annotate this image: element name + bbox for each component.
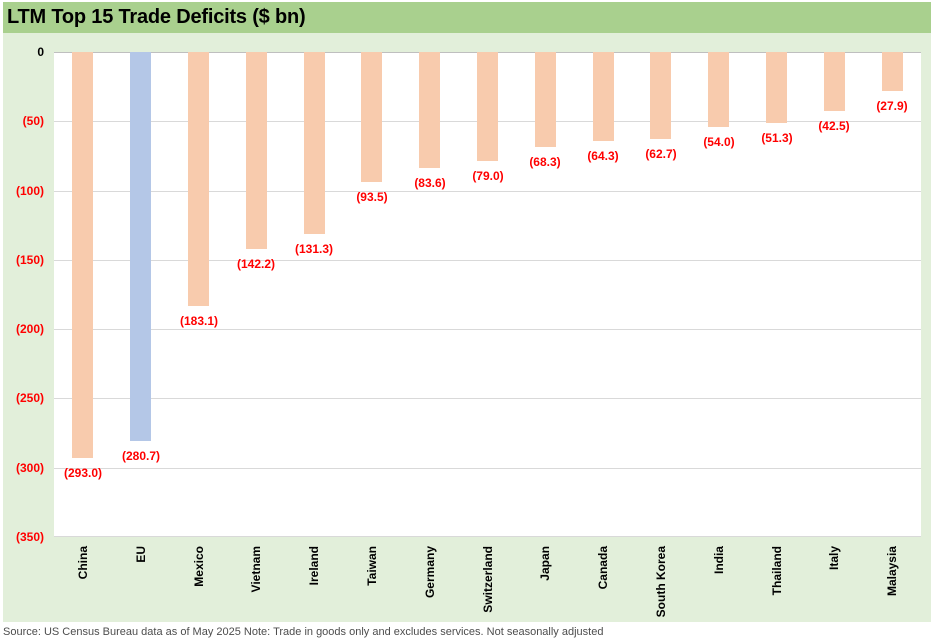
bar-value-label: (93.5) — [356, 190, 388, 204]
gridline — [54, 260, 921, 261]
category-label-malaysia: Malaysia — [885, 546, 899, 597]
bar-mexico — [188, 52, 209, 306]
y-tick-label: (250) — [15, 391, 44, 405]
category-label-taiwan: Taiwan — [365, 546, 379, 586]
category-label-ireland: Ireland — [307, 546, 321, 586]
category-label-vietnam: Vietnam — [249, 546, 263, 593]
category-label-china: China — [76, 546, 90, 580]
bar-canada — [593, 52, 614, 141]
gridline — [54, 191, 921, 192]
gridline — [54, 329, 921, 330]
bar-value-label: (51.3) — [761, 131, 793, 145]
bar-value-label: (68.3) — [529, 155, 561, 169]
bar-india — [708, 52, 729, 127]
category-label-mexico: Mexico — [192, 546, 206, 587]
bar-value-label: (183.1) — [179, 314, 219, 328]
bar-value-label: (280.7) — [121, 449, 161, 463]
y-tick-label: (300) — [15, 461, 44, 475]
source-note-text: Source: US Census Bureau data as of May … — [3, 625, 604, 638]
bar-thailand — [766, 52, 787, 123]
bar-value-label: (142.2) — [236, 257, 276, 271]
bar-switzerland — [477, 52, 498, 161]
y-tick-label: (100) — [15, 184, 44, 198]
category-label-eu: EU — [134, 546, 148, 563]
bar-value-label: (62.7) — [645, 147, 677, 161]
category-label-south-korea: South Korea — [654, 546, 668, 618]
y-tick-label: 0 — [37, 45, 44, 59]
bar-value-label: (54.0) — [703, 135, 735, 149]
bar-ireland — [304, 52, 325, 234]
chart-title-bar: LTM Top 15 Trade Deficits ($ bn) — [3, 2, 931, 33]
category-label-thailand: Thailand — [770, 546, 784, 596]
y-tick-label: (50) — [22, 114, 44, 128]
y-tick-label: (150) — [15, 253, 44, 267]
bar-value-label: (64.3) — [587, 149, 619, 163]
category-label-japan: Japan — [538, 546, 552, 581]
plot-area: (293.0) (280.7) (183.1) (142.2) (131.3) (93.5… — [54, 52, 921, 537]
bar-china — [72, 52, 93, 458]
source-note: Source: US Census Bureau data as of May … — [0, 622, 934, 641]
bar-vietnam — [246, 52, 267, 249]
bar-value-label: (42.5) — [818, 119, 850, 133]
y-tick-label: (350) — [15, 530, 44, 544]
bar-taiwan — [361, 52, 382, 182]
bar-italy — [824, 52, 845, 111]
gridline — [54, 398, 921, 399]
bar-value-label: (83.6) — [414, 176, 446, 190]
bar-south-korea — [650, 52, 671, 139]
bar-value-label: (79.0) — [472, 169, 504, 183]
bar-value-label: (293.0) — [63, 466, 103, 480]
bar-germany — [419, 52, 440, 168]
bar-japan — [535, 52, 556, 147]
category-label-switzerland: Switzerland — [481, 546, 495, 613]
category-label-india: India — [712, 546, 726, 575]
bar-value-label: (131.3) — [294, 242, 334, 256]
gridline — [54, 468, 921, 469]
category-label-canada: Canada — [596, 546, 610, 590]
bar-value-label: (27.9) — [876, 99, 908, 113]
bar-malaysia — [882, 52, 903, 91]
chart-title: LTM Top 15 Trade Deficits ($ bn) — [7, 6, 306, 28]
category-label-germany: Germany — [423, 546, 437, 599]
category-label-italy: Italy — [827, 546, 841, 571]
bar-eu — [130, 52, 151, 441]
y-tick-label: (200) — [15, 322, 44, 336]
gridline — [54, 536, 921, 537]
